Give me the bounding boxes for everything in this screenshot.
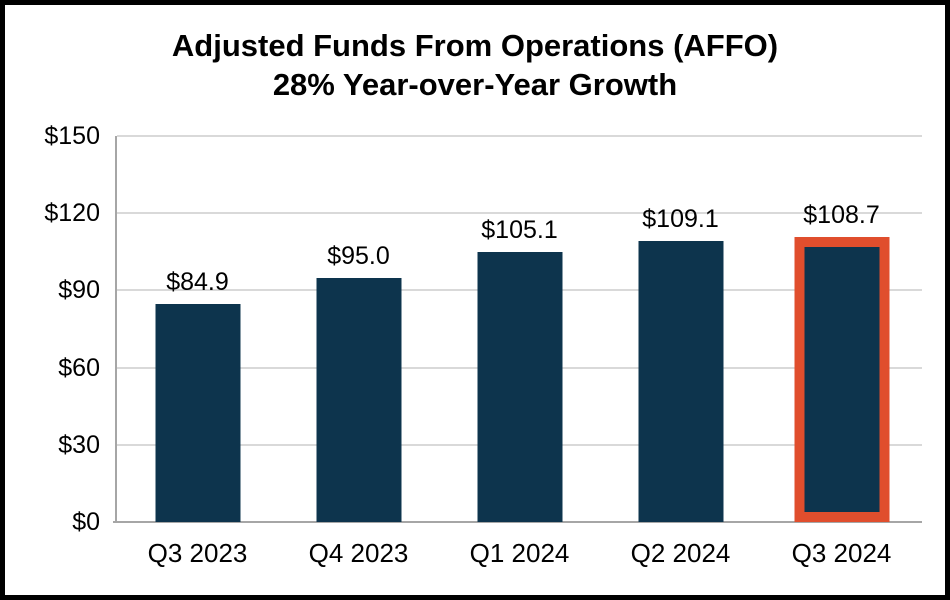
bar [477, 251, 562, 522]
bar-column: $95.0 [278, 136, 439, 522]
x-axis-category-label: Q4 2023 [308, 538, 409, 568]
x-axis-line [113, 521, 922, 523]
bar [638, 241, 723, 522]
bar-value-label: $95.0 [327, 241, 390, 270]
gridline [117, 212, 922, 215]
y-axis-tick-label: $0 [72, 508, 100, 536]
bar-column: $105.1 [439, 136, 600, 522]
y-axis-tick-label: $120 [44, 199, 100, 228]
x-axis-category-label: Q3 2023 [147, 538, 248, 568]
x-axis-category-label: Q1 2024 [469, 538, 570, 568]
y-axis-tick-label: $90 [58, 276, 100, 305]
y-axis-tick-label: $150 [44, 122, 100, 150]
bar-column: $109.1 [600, 136, 761, 522]
y-axis-tick-label: $60 [58, 353, 100, 382]
chart-title: Adjusted Funds From Operations (AFFO) 28… [5, 26, 945, 104]
bar-column: $84.9 [117, 136, 278, 522]
chart-title-line2: 28% Year-over-Year Growth [272, 67, 678, 102]
plot-area: $84.9 $95.0 $105.1 $109.1 $108.7 [113, 135, 922, 523]
gridline [117, 135, 922, 137]
bar [155, 303, 240, 522]
x-axis-category-label: Q2 2024 [630, 538, 731, 568]
bar-value-label: $84.9 [166, 267, 229, 296]
bar-column: $108.7 [761, 136, 922, 522]
bar-value-label: $108.7 [803, 201, 880, 230]
chart-title-line1: Adjusted Funds From Operations (AFFO) [171, 28, 779, 63]
y-axis-tick-label: $30 [58, 430, 100, 459]
x-axis-category-label: Q3 2024 [791, 538, 892, 568]
bar-value-label: $109.1 [642, 205, 719, 234]
bar [316, 277, 401, 522]
bar-value-label: $105.1 [481, 215, 558, 244]
bar-highlighted [794, 237, 889, 522]
y-axis-line [115, 136, 117, 522]
